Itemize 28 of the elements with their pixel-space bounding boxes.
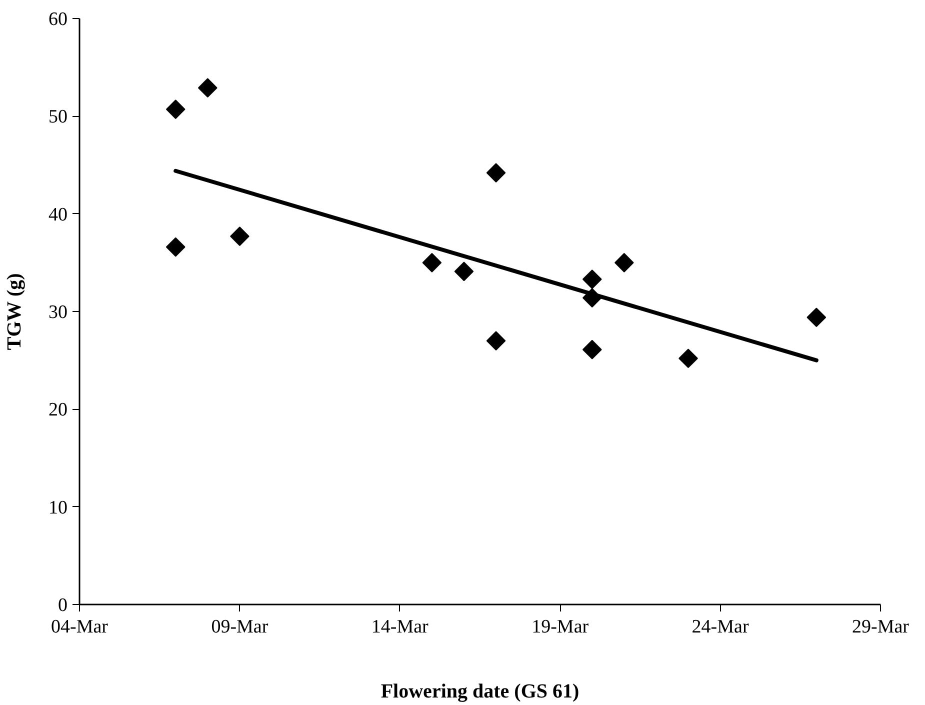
y-tick-label: 40 xyxy=(48,204,68,226)
x-axis-title: Flowering date (GS 61) xyxy=(380,680,580,702)
point xyxy=(422,252,442,272)
y-tick-label: 60 xyxy=(48,9,68,30)
point xyxy=(582,270,602,289)
x-tick-label: 04-Mar xyxy=(51,616,109,638)
y-tick-label: 30 xyxy=(48,302,68,323)
point xyxy=(806,308,826,328)
point xyxy=(166,237,186,257)
point xyxy=(678,348,698,368)
x-tick-label: 09-Mar xyxy=(211,616,269,638)
y-tick-label: 20 xyxy=(48,400,68,421)
point xyxy=(198,78,218,98)
point xyxy=(486,163,506,183)
x-tick-label: 29-Mar xyxy=(852,616,910,638)
point xyxy=(614,252,634,272)
point xyxy=(166,100,186,120)
point xyxy=(454,262,474,282)
y-axis-title: TGW (g) xyxy=(4,273,26,350)
y-tick-label: 10 xyxy=(48,497,68,518)
x-tick-label: 19-Mar xyxy=(532,616,590,638)
x-tick-label: 14-Mar xyxy=(371,616,430,638)
x-tick-label: 24-Mar xyxy=(692,616,750,638)
y-tick-label: 0 xyxy=(58,595,68,616)
point xyxy=(486,331,506,350)
point xyxy=(230,226,250,246)
point xyxy=(582,340,602,360)
y-tick-label: 50 xyxy=(48,106,68,128)
